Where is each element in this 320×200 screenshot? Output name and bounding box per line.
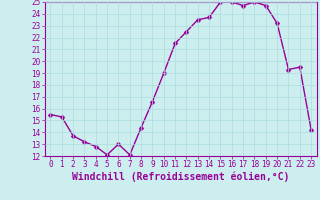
- X-axis label: Windchill (Refroidissement éolien,°C): Windchill (Refroidissement éolien,°C): [72, 172, 290, 182]
